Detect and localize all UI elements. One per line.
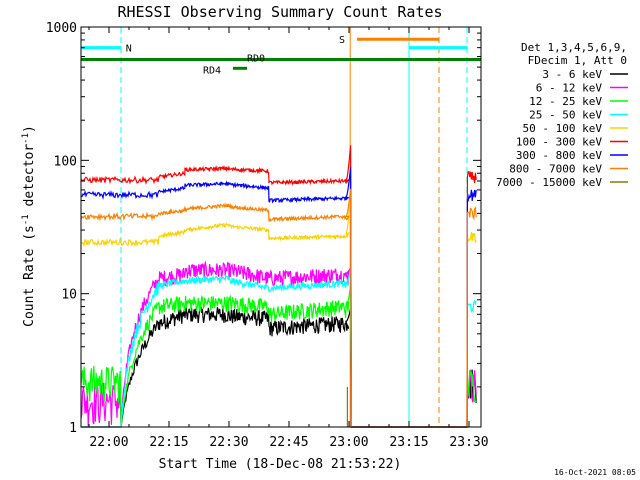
- y-tick-label: 100: [54, 154, 77, 169]
- footer-timestamp: 16-Oct-2021 08:05: [554, 468, 636, 477]
- series-line: [80, 145, 477, 428]
- chart-title: RHESSI Observing Summary Count Rates: [117, 3, 442, 21]
- legend-entry-label: 12 - 25 keV: [529, 95, 602, 108]
- legend-entry-label: 7000 - 15000 keV: [496, 176, 602, 189]
- series-3-6keV: [81, 306, 477, 428]
- x-tick-label: 22:00: [89, 435, 128, 450]
- x-axis-label: Start Time (18-Dec-08 21:53:22): [159, 457, 402, 472]
- series-line: [80, 194, 477, 428]
- series-line: [80, 188, 477, 428]
- y-tick-label: 1: [69, 421, 77, 436]
- series-25-50keV: [81, 268, 477, 428]
- y-axis-label-sup1: -1: [21, 214, 31, 225]
- legend-entry-label: 50 - 100 keV: [523, 122, 603, 135]
- plot-frame: [80, 26, 482, 428]
- series-line: [81, 306, 477, 428]
- y-axis-label-sup2: -1: [21, 133, 31, 144]
- legend-header-line2: FDecim 1, Att 0: [528, 54, 627, 67]
- legend-header-line1: Det 1,3,4,5,6,9,: [521, 41, 627, 54]
- night-label: N: [126, 44, 132, 55]
- legend-entry-label: 25 - 50 keV: [529, 109, 602, 122]
- series-300-800keV: [80, 167, 477, 428]
- legend-entry-label: 100 - 300 keV: [516, 136, 602, 149]
- x-tick-label: 23:30: [449, 435, 488, 450]
- series-line: [81, 268, 477, 428]
- x-tick-label: 22:45: [269, 435, 308, 450]
- rd0-label: RD0: [247, 54, 265, 65]
- series-line: [80, 167, 477, 428]
- y-tick-label: 1000: [46, 21, 77, 36]
- x-tick-label: 23:00: [329, 435, 368, 450]
- legend-entry-label: 6 - 12 keV: [536, 82, 603, 95]
- series-800-7000keV: [80, 188, 477, 428]
- series-line: [80, 285, 477, 428]
- series-50-100keV: [80, 194, 477, 428]
- annotation-layer: N S RD0 RD4: [80, 27, 481, 427]
- legend-entry-label: 300 - 800 keV: [516, 149, 602, 162]
- rd4-label: RD4: [203, 65, 221, 76]
- y-axis-label-mid: detector: [22, 144, 37, 215]
- y-axis-label-end: ): [22, 125, 37, 133]
- series-12-25keV: [80, 285, 477, 428]
- legend: Det 1,3,4,5,6,9, FDecim 1, Att 0 3 - 6 k…: [496, 41, 628, 189]
- y-axis-label: Count Rate (s-1 detector-1): [21, 125, 37, 327]
- series-100-300keV: [80, 145, 477, 428]
- y-tick-label: 10: [61, 288, 77, 303]
- x-tick-label: 22:15: [149, 435, 188, 450]
- x-tick-label: 23:15: [389, 435, 428, 450]
- legend-entry-label: 3 - 6 keV: [542, 68, 602, 81]
- series-layer: [80, 145, 477, 428]
- y-axis-label-main: Count Rate (s: [22, 225, 37, 327]
- saa-label: S: [339, 35, 345, 46]
- legend-entry-label: 800 - 7000 keV: [509, 163, 602, 176]
- x-axis-ticks: 22:00 22:15 22:30 22:45 23:00 23:15 23:30: [88, 27, 489, 450]
- y-axis-ticks: 1 10 100 1000: [46, 21, 481, 436]
- x-tick-label: 22:30: [209, 435, 248, 450]
